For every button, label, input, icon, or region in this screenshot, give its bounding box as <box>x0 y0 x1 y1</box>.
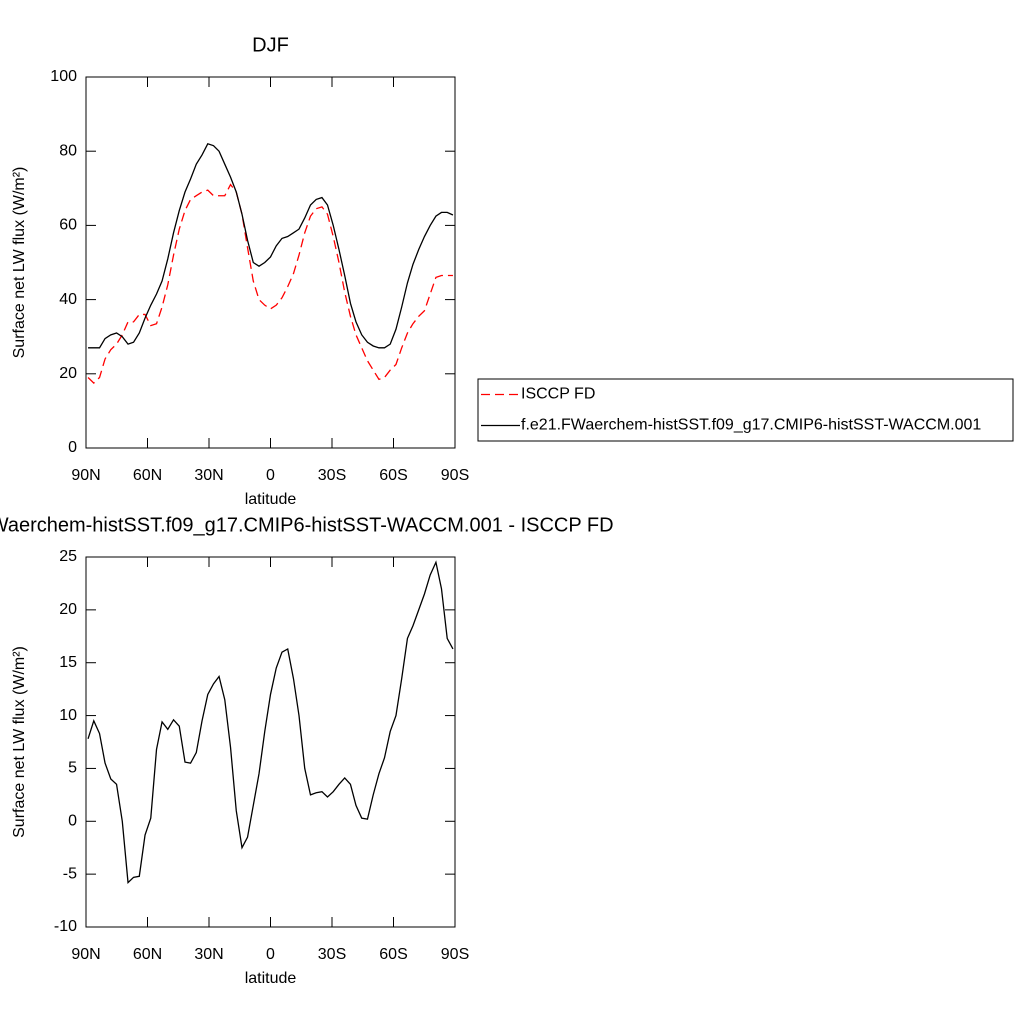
x-tick-label: 30N <box>194 946 223 963</box>
y-tick-label: -10 <box>54 918 77 935</box>
x-axis-label: latitude <box>245 970 297 987</box>
y-tick-label: 20 <box>59 365 77 382</box>
y-axis-label: Surface net LW flux (W/m²) <box>11 646 28 838</box>
x-tick-label: 90N <box>71 946 100 963</box>
plot-frame <box>85 76 456 449</box>
chart-title: f.e21.FWaerchem-histSST.f09_g17.CMIP6-hi… <box>0 514 614 536</box>
x-tick-label: 30N <box>194 467 223 484</box>
data-line <box>88 142 454 349</box>
y-tick-label: 10 <box>59 707 77 724</box>
x-tick-label: 90S <box>441 946 469 963</box>
x-tick-label: 30S <box>318 946 346 963</box>
x-tick-label: 60N <box>133 467 162 484</box>
chart-title: DJF <box>252 34 289 56</box>
x-tick-label: 60S <box>379 467 407 484</box>
x-tick-label: 30S <box>318 467 346 484</box>
y-tick-label: 60 <box>59 217 77 234</box>
data-line <box>87 560 454 884</box>
y-axis-label: Surface net LW flux (W/m²) <box>11 167 28 359</box>
y-tick-label: 20 <box>59 601 77 618</box>
x-axis-label: latitude <box>245 491 297 508</box>
y-tick-label: 0 <box>68 813 77 830</box>
x-tick-label: 0 <box>266 946 275 963</box>
y-tick-label: 25 <box>59 548 77 565</box>
y-tick-label: 80 <box>59 142 77 159</box>
legend-box <box>477 378 1014 442</box>
x-tick-label: 90S <box>441 467 469 484</box>
y-tick-label: 5 <box>68 760 77 777</box>
data-line <box>87 183 453 384</box>
x-tick-label: 0 <box>266 467 275 484</box>
y-tick-label: 15 <box>59 654 77 671</box>
x-tick-label: 60N <box>133 946 162 963</box>
legend: ISCCP FD f.e21.FWaerchem-histSST.f09_g17.… <box>477 378 1014 442</box>
y-tick-label: -5 <box>63 865 77 882</box>
legend-label: f.e21.FWaerchem-histSST.f09_g17.CMIP6-hi… <box>521 417 981 434</box>
plot-frame <box>85 556 456 928</box>
x-tick-label: 90N <box>71 467 100 484</box>
x-tick-label: 60S <box>379 946 407 963</box>
y-tick-label: 100 <box>50 68 77 85</box>
y-tick-label: 0 <box>68 439 77 456</box>
legend-label: ISCCP FD <box>521 386 595 403</box>
y-tick-label: 40 <box>59 291 77 308</box>
